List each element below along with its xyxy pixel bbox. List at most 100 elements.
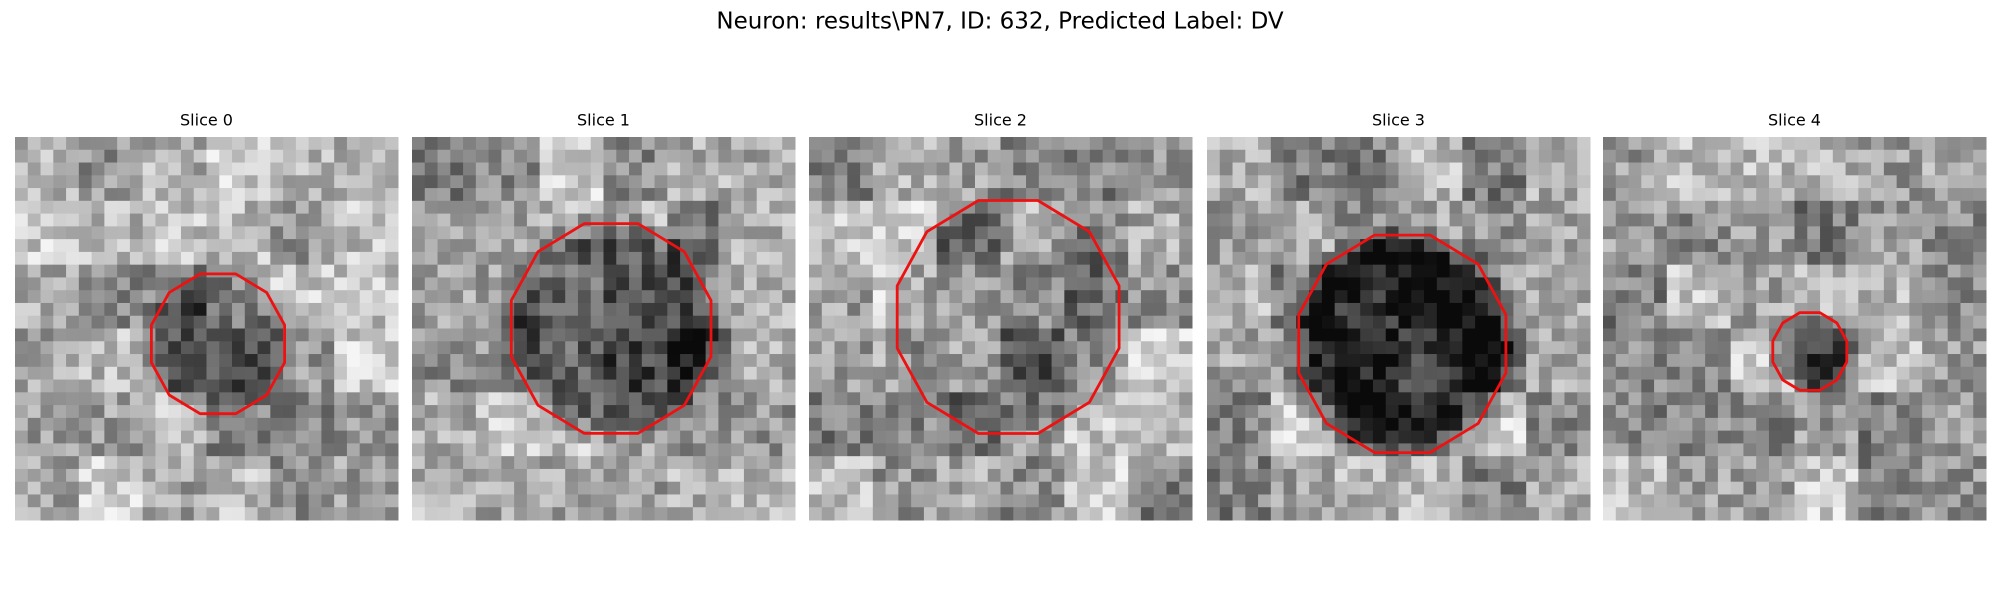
pixel	[756, 494, 770, 508]
pixel	[1309, 315, 1323, 329]
pixel	[860, 315, 874, 329]
pixel	[1207, 251, 1221, 266]
pixel	[1038, 162, 1053, 176]
pixel	[1153, 405, 1167, 419]
pixel	[283, 366, 297, 381]
pixel	[1564, 494, 1578, 508]
pixel	[1102, 315, 1116, 329]
pixel	[1089, 200, 1104, 215]
pixel	[1360, 162, 1374, 176]
pixel	[616, 251, 630, 266]
pixel	[1577, 456, 1591, 470]
pixel	[129, 175, 144, 189]
pixel	[603, 456, 617, 470]
pixel	[1424, 405, 1438, 419]
pixel	[1551, 392, 1565, 406]
pixel	[1179, 175, 1193, 189]
pixel	[412, 379, 426, 393]
pixel	[1564, 341, 1578, 355]
pixel	[603, 443, 617, 457]
pixel	[1564, 149, 1578, 164]
pixel	[1115, 149, 1129, 164]
pixel	[219, 315, 233, 329]
pixel	[743, 379, 758, 393]
pixel	[834, 302, 848, 317]
pixel	[321, 251, 335, 266]
pixel	[514, 456, 528, 470]
pixel	[539, 137, 553, 151]
pixel	[1628, 213, 1642, 227]
pixel	[1179, 354, 1193, 368]
pixel	[1411, 137, 1425, 151]
pixel	[590, 341, 604, 355]
pixel	[860, 366, 874, 381]
pixel	[1679, 481, 1693, 495]
pixel	[962, 239, 976, 253]
pixel	[1347, 341, 1361, 355]
pixel	[1449, 481, 1463, 495]
pixel	[193, 456, 207, 470]
pixel	[1179, 392, 1193, 406]
pixel	[488, 405, 502, 419]
pixel	[1347, 405, 1361, 419]
pixel	[437, 188, 451, 202]
pixel	[1219, 443, 1234, 457]
pixel	[1730, 251, 1744, 266]
pixel	[1577, 366, 1591, 381]
pixel	[1449, 379, 1463, 393]
pixel	[193, 200, 207, 215]
pixel	[1000, 417, 1014, 432]
pixel	[372, 494, 386, 508]
pixel	[539, 277, 553, 291]
pixel	[1398, 354, 1412, 368]
pixel	[821, 341, 836, 355]
pixel	[616, 341, 630, 355]
pixel	[962, 468, 976, 483]
pixel	[667, 188, 681, 202]
pixel	[1615, 392, 1630, 406]
pixel	[1179, 494, 1193, 508]
pixel	[244, 443, 259, 457]
pixel	[603, 494, 617, 508]
pixel	[232, 175, 246, 189]
pixel	[1679, 277, 1693, 291]
pixel	[1207, 494, 1221, 508]
pixel	[437, 392, 451, 406]
pixel	[1858, 188, 1872, 202]
pixel	[359, 239, 373, 253]
pixel	[1794, 456, 1808, 470]
pixel	[1334, 315, 1348, 329]
pixel	[743, 200, 758, 215]
pixel	[1245, 392, 1259, 406]
pixel	[27, 468, 42, 483]
pixel	[1973, 239, 1987, 253]
pixel	[1128, 468, 1142, 483]
pixel	[565, 507, 579, 521]
pixel	[450, 328, 464, 342]
pixel	[104, 494, 118, 508]
pixel	[1449, 175, 1463, 189]
pixel	[1128, 200, 1142, 215]
pixel	[1743, 315, 1757, 329]
pixel	[1858, 213, 1872, 227]
pixel	[1705, 290, 1719, 304]
pixel	[1832, 149, 1847, 164]
pixel	[1883, 277, 1898, 291]
pixel	[180, 239, 195, 253]
pixel	[1449, 264, 1463, 278]
pixel	[1730, 264, 1744, 278]
pixel	[885, 200, 899, 215]
pixel	[1487, 149, 1502, 164]
pixel	[488, 188, 502, 202]
pixel	[1538, 149, 1553, 164]
pixel	[705, 277, 719, 291]
pixel	[283, 417, 297, 432]
pixel	[1820, 366, 1834, 381]
pixel	[1768, 366, 1783, 381]
pixel	[1628, 290, 1642, 304]
pixel	[15, 341, 29, 355]
pixel	[565, 392, 579, 406]
pixel	[219, 239, 233, 253]
pixel	[270, 443, 284, 457]
pixel	[308, 405, 322, 419]
